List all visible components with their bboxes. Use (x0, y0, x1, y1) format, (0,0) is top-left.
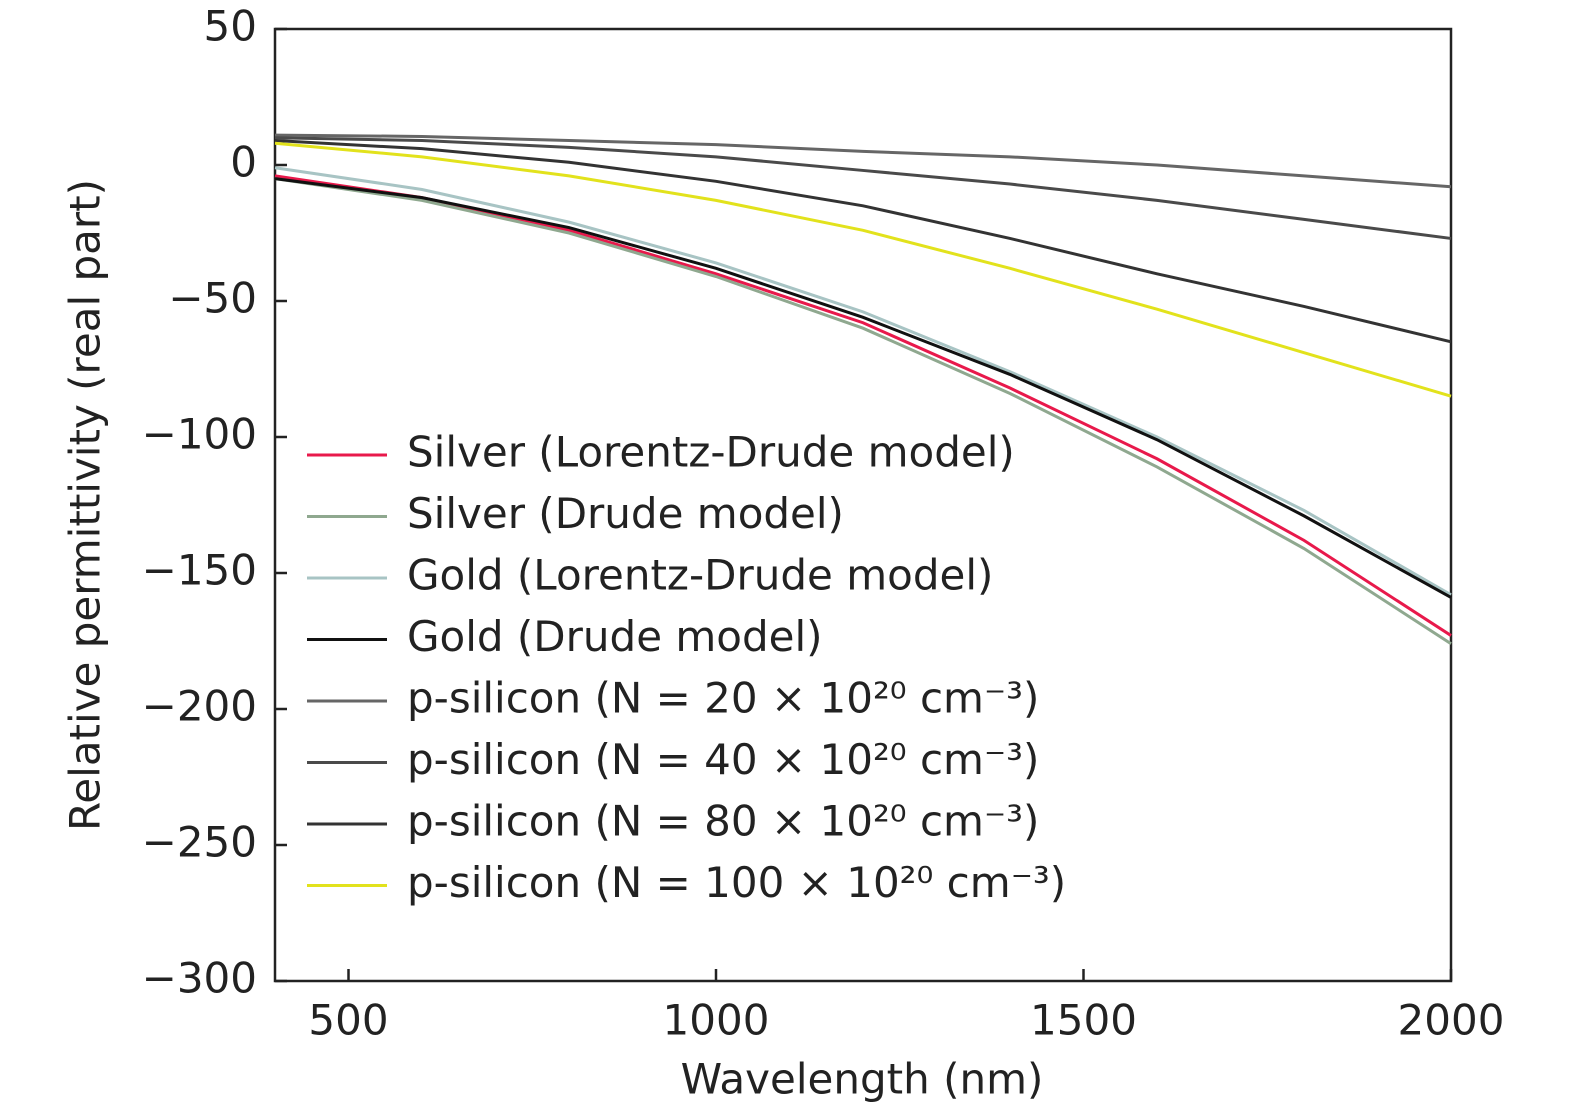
series-line (274, 177, 1452, 645)
y-tick-label: −150 (142, 546, 257, 595)
series-line (274, 177, 1452, 599)
series-line (274, 136, 1452, 240)
y-tick-label: −50 (168, 274, 257, 323)
x-tick-label: 1000 (663, 996, 770, 1045)
legend-label: Gold (Lorentz-Drude model) (407, 551, 993, 600)
x-axis-label: Wavelength (nm) (681, 1055, 1044, 1104)
series-line (274, 133, 1452, 189)
y-tick-label: −250 (142, 818, 257, 867)
series-line (274, 141, 1452, 398)
plot-frame (273, 27, 1453, 983)
x-tick-label: 1500 (1030, 996, 1137, 1045)
legend-label: Gold (Drude model) (407, 612, 823, 661)
legend-label: p-silicon (N = 20 × 10²⁰ cm⁻³) (407, 674, 1039, 723)
legend-label: p-silicon (N = 40 × 10²⁰ cm⁻³) (407, 735, 1039, 784)
x-tick-label: 2000 (1398, 996, 1505, 1045)
y-tick-label: 0 (230, 138, 257, 187)
legend-label: Silver (Lorentz-Drude model) (407, 428, 1015, 477)
y-tick-label: −100 (142, 410, 257, 459)
series-line (274, 139, 1452, 344)
legend-label: p-silicon (N = 80 × 10²⁰ cm⁻³) (407, 797, 1039, 846)
y-axis-label: Relative permittivity (real part) (61, 179, 110, 831)
x-tick-label: 500 (308, 996, 388, 1045)
series-line (274, 166, 1452, 597)
y-tick-label: −300 (142, 954, 257, 1003)
legend-label: p-silicon (N = 100 × 10²⁰ cm⁻³) (407, 858, 1066, 907)
legend-label: Silver (Drude model) (407, 489, 844, 538)
y-tick-label: 50 (204, 2, 257, 51)
y-tick-label: −200 (142, 682, 257, 731)
